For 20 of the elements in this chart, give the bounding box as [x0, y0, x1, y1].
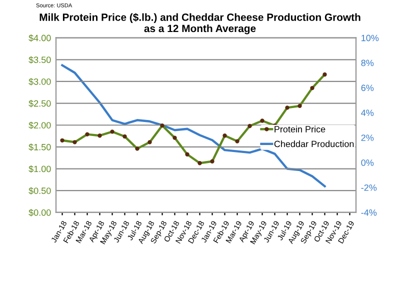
- y-tick-label: $0.00: [28, 209, 51, 216]
- y-tick-label: $2.00: [28, 122, 51, 130]
- legend-label: Cheddar Production: [274, 140, 354, 148]
- y-tick-label: $1.50: [28, 144, 51, 151]
- legend-label: Protein Price: [274, 126, 326, 132]
- y2-tick-label: 4%: [361, 110, 374, 116]
- y-tick-label: $2.50: [28, 100, 51, 108]
- y2-tick-label: 6%: [361, 84, 374, 92]
- y2-tick-label: -4%: [361, 209, 377, 216]
- y-tick-label: $4.00: [28, 34, 51, 42]
- y-tick-label: $1.00: [28, 165, 51, 173]
- y-tick-label: $3.00: [28, 78, 51, 86]
- y2-tick-label: 8%: [361, 60, 374, 66]
- y2-tick-label: 2%: [361, 134, 374, 141]
- y-tick-label: $3.50: [28, 56, 51, 64]
- y2-tick-label: -2%: [361, 184, 377, 191]
- y2-tick-label: 10%: [362, 34, 379, 42]
- y2-tick-label: 0%: [361, 160, 374, 166]
- chart-title: Milk Protein Price ($.lb.) and Cheddar Cheese Production Growth as a 12 Month Average: [40, 13, 360, 34]
- y-tick-label: $0.50: [28, 187, 51, 194]
